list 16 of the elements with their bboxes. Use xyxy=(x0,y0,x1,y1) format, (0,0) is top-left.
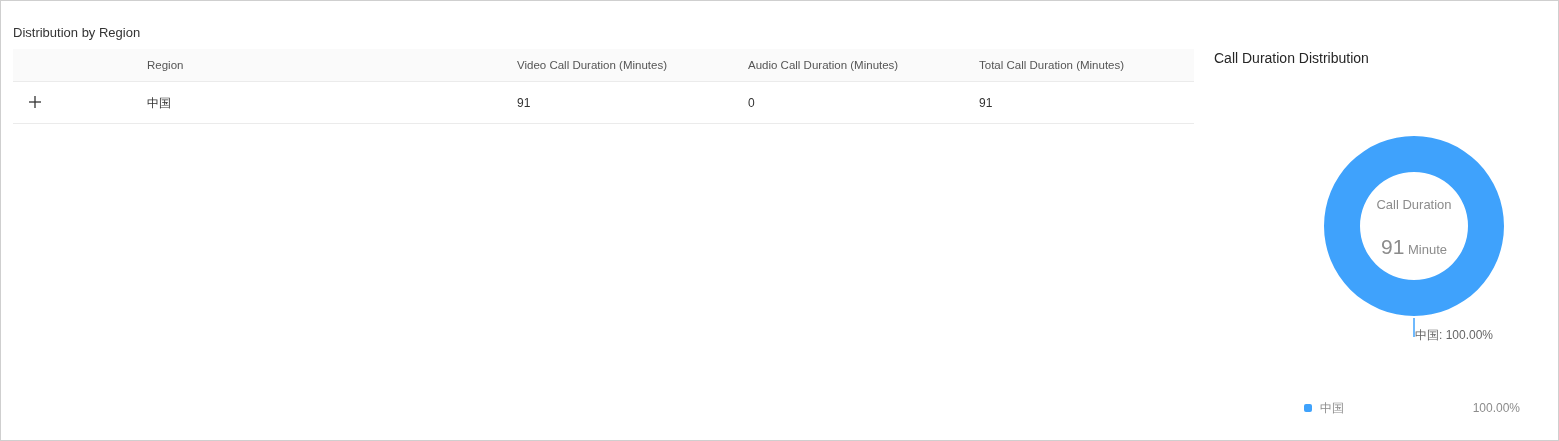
text: Call Duration xyxy=(1376,197,1452,212)
text: Region xyxy=(147,59,184,71)
chart-title: Call Duration Distribution xyxy=(1214,50,1369,66)
data-label: 100.00% xyxy=(1472,401,1521,415)
text: Minute xyxy=(1404,242,1447,257)
text: Audio Call Duration (Minutes) xyxy=(748,59,899,71)
text: 91 xyxy=(979,96,993,110)
text: 91 xyxy=(1381,235,1405,258)
text: 中国: 100.00% xyxy=(1415,328,1494,342)
text: Distribution by Region xyxy=(13,25,141,40)
text: 0 xyxy=(748,96,755,110)
text: Video Call Duration (Minutes) xyxy=(517,59,668,71)
text: 中国 xyxy=(147,96,171,110)
legend-label: 中国 xyxy=(1320,401,1344,415)
text: 91 xyxy=(517,96,531,110)
text: Total Call Duration (Minutes) xyxy=(979,59,1125,71)
